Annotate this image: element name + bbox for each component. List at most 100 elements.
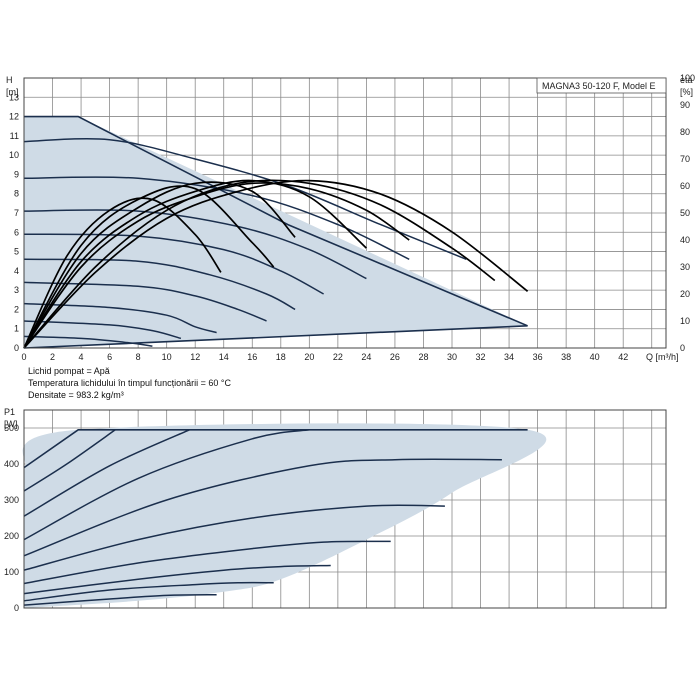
head-axis-unit: [m]: [6, 87, 19, 97]
efficiency-axis-ticks: 0 10 20 30 40 50 60 70 80 90 100: [680, 73, 695, 353]
x-tick-label: 4: [79, 352, 84, 362]
flow-axis-ticks: 0 2 4 6 8 10 12 14 16 18 20 22 24 26 28 30 32 34 36 38 40 42: [21, 352, 628, 362]
y2-tick-label: 30: [680, 262, 690, 272]
x-tick-label: 32: [476, 352, 486, 362]
efficiency-axis-unit: [%]: [680, 87, 693, 97]
head-curve: [23, 335, 153, 347]
x-tick-label: 36: [533, 352, 543, 362]
y2-tick-label: 0: [680, 343, 685, 353]
head-curve: [23, 258, 296, 311]
x-tick-label: 10: [162, 352, 172, 362]
head-chart-panel: 0 2 4 6 8 10 12 14 16 18 20 22 24 26 28 30 32 34 36 38 40 42 …: [6, 73, 695, 362]
y-tick-label: 5: [14, 247, 19, 257]
power-tick-label: 300: [4, 495, 19, 505]
fluid-info-line: Densitate = 983.2 kg/m³: [28, 390, 124, 400]
power-tick-label: 0: [14, 603, 19, 613]
power-axis-unit: [W]: [4, 419, 18, 429]
x-tick-label: 8: [136, 352, 141, 362]
y-tick-label: 8: [14, 189, 19, 199]
y2-tick-label: 40: [680, 235, 690, 245]
y-tick-label: 12: [9, 112, 19, 122]
y-tick-label: 7: [14, 208, 19, 218]
y2-tick-label: 100: [680, 73, 695, 83]
y-tick-label: 10: [9, 150, 19, 160]
x-tick-label: 0: [21, 352, 26, 362]
model-label-box: [536, 77, 667, 94]
power-curve: [23, 564, 331, 595]
y-tick-label: 0: [14, 343, 19, 353]
max-curve: [24, 115, 528, 327]
fluid-info-line: Temperatura lichidului în timpul funcțio…: [28, 378, 231, 388]
x-tick-label: 40: [590, 352, 600, 362]
y-tick-label: 11: [10, 131, 19, 141]
x-tick-label: 38: [561, 352, 571, 362]
x-tick-label: 20: [304, 352, 314, 362]
power-curve: [23, 593, 217, 606]
x-tick-label: 18: [276, 352, 286, 362]
power-tick-label: 400: [4, 459, 19, 469]
x-tick-label: 24: [361, 352, 371, 362]
head-curve: [23, 281, 267, 322]
efficiency-curves: [23, 179, 529, 349]
y2-tick-label: 10: [680, 316, 690, 326]
y-tick-label: 4: [14, 266, 19, 276]
efficiency-curve: [23, 179, 367, 349]
power-axis-ticks: 0 100 200 300 400 500: [4, 423, 19, 613]
x-tick-label: 30: [447, 352, 457, 362]
power-curve: [23, 504, 445, 571]
power-tick-label: 200: [4, 531, 19, 541]
flow-axis-label: Q [m³/h]: [646, 352, 679, 362]
power-tick-label: 100: [4, 567, 19, 577]
y-tick-label: 6: [14, 227, 19, 237]
power-chart-panel: 0 100 200 300 400 500 P1 [W]: [4, 407, 667, 613]
head-curve: [23, 176, 410, 260]
head-curve: [23, 209, 367, 280]
power-curve: [23, 429, 310, 541]
fluid-info-line: Lichid pompat = Apă: [28, 366, 110, 376]
x-tick-label: 2: [50, 352, 55, 362]
x-tick-label: 16: [247, 352, 257, 362]
efficiency-axis-label: eta: [680, 75, 693, 85]
head-curve: [23, 233, 324, 295]
efficiency-curve: [23, 182, 410, 349]
power-operating-area: [22, 423, 547, 608]
x-tick-label: 26: [390, 352, 400, 362]
y2-tick-label: 90: [680, 100, 690, 110]
y2-tick-label: 70: [680, 154, 690, 164]
x-tick-label: 12: [190, 352, 200, 362]
y2-tick-label: 60: [680, 181, 690, 191]
head-curves: [23, 115, 528, 349]
power-axis-label: P1: [4, 407, 15, 417]
head-axis-label: H: [6, 75, 13, 85]
power-operating-area-shape: [22, 423, 547, 608]
efficiency-curve: [23, 179, 529, 349]
y2-tick-label: 50: [680, 208, 690, 218]
min-curve: [23, 325, 528, 349]
power-curve: [23, 581, 274, 602]
y-tick-label: 2: [14, 304, 19, 314]
fluid-info: Lichid pompat = Apă Temperatura lichidul…: [28, 366, 231, 400]
head-chart-frame: [23, 77, 667, 349]
x-tick-label: 6: [107, 352, 112, 362]
x-tick-label: 14: [219, 352, 229, 362]
efficiency-curve: [23, 181, 296, 349]
y-tick-label: 1: [14, 324, 19, 334]
y-tick-label: 13: [9, 92, 19, 102]
x-tick-label: 28: [418, 352, 428, 362]
efficiency-curve: [23, 185, 275, 349]
power-chart-frame: [23, 409, 667, 609]
y2-tick-label: 20: [680, 289, 690, 299]
head-curve: [23, 138, 467, 260]
y-tick-label: 9: [14, 169, 19, 179]
x-tick-label: 34: [504, 352, 514, 362]
power-curve: [23, 540, 391, 585]
operating-range-area: [24, 116, 528, 348]
efficiency-curve: [23, 197, 222, 349]
head-curve: [23, 302, 217, 334]
power-tick-label: 500: [4, 423, 19, 433]
head-curve: [23, 320, 182, 340]
x-tick-label: 42: [618, 352, 628, 362]
y2-tick-label: 80: [680, 127, 690, 137]
